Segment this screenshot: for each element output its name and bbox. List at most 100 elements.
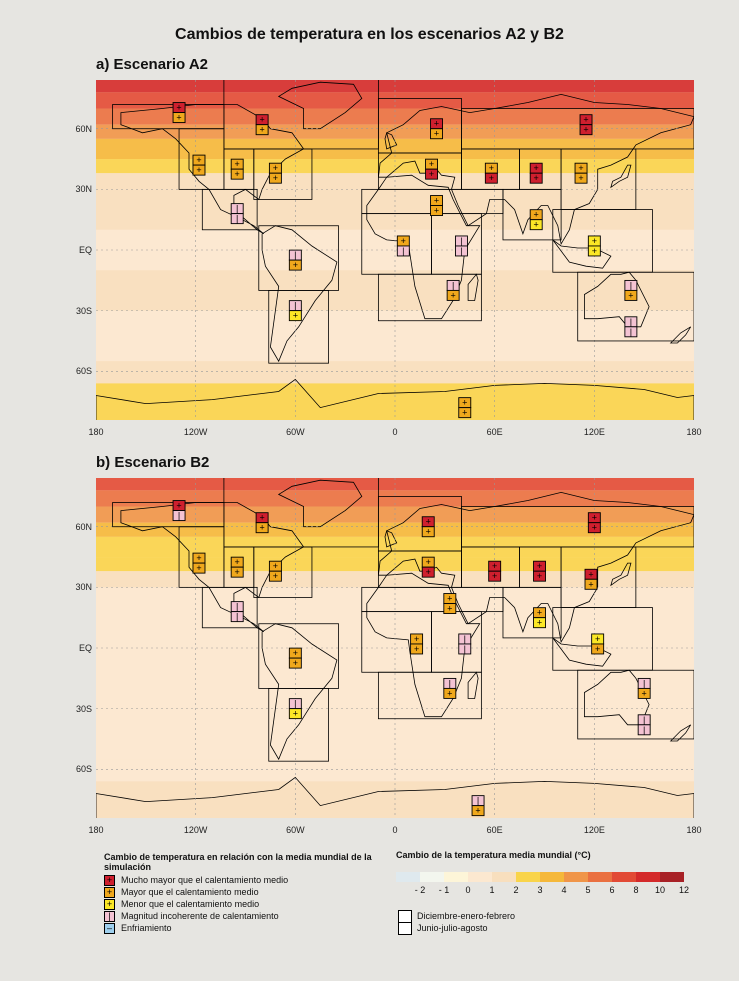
- x-tick-label: 180: [88, 825, 104, 835]
- region-box: [201, 188, 258, 231]
- indicator-symbol: +: [235, 169, 240, 179]
- indicator-jja: [587, 245, 601, 257]
- region-indicator: ++: [579, 114, 593, 136]
- indicator-jja: [443, 603, 457, 614]
- indicator-symbol: +: [293, 311, 298, 321]
- indicator-symbol: |: [236, 204, 238, 214]
- region-box: [461, 108, 694, 150]
- indicator-symbol: +: [583, 115, 588, 125]
- indicator-symbol: +: [475, 806, 480, 816]
- legend-item: + Menor que el calentamiento medio: [104, 898, 374, 910]
- colorbar-swatch: [588, 872, 612, 882]
- indicator-symbol: +: [426, 517, 431, 527]
- region-indicator: ++: [533, 607, 546, 629]
- indicator-jja: [454, 245, 468, 257]
- region-indicator: ++: [458, 397, 472, 419]
- region-indicator: ++: [488, 560, 502, 582]
- indicator-symbol: +: [235, 557, 240, 567]
- y-tick-label: 30S: [75, 703, 92, 714]
- indicator-symbol: +: [642, 688, 647, 698]
- indicator-jja: [288, 310, 302, 322]
- indicator-symbol: +: [592, 236, 597, 246]
- indicator-jja: [471, 805, 485, 817]
- region-indicator: ||: [458, 633, 472, 655]
- indicator-jja: [230, 566, 244, 578]
- indicator-symbol: +: [196, 155, 201, 165]
- region-box: [201, 586, 258, 629]
- indicator-symbol: +: [595, 634, 600, 644]
- colorbar-tick-label: 12: [678, 885, 690, 895]
- indicator-jja: [421, 526, 435, 538]
- indicator-jja: [421, 566, 435, 578]
- indicator-jja: [637, 724, 651, 736]
- colorbar-swatch: [396, 872, 420, 882]
- indicator-symbol: |: [452, 280, 454, 290]
- region-indicator: ++: [529, 209, 543, 231]
- indicator-jja: [255, 124, 269, 136]
- indicator-symbol: +: [414, 634, 419, 644]
- indicator-jja: [230, 168, 244, 180]
- indicator-jja: [624, 289, 638, 301]
- region-indicator: ++: [192, 552, 206, 574]
- indicator-symbol: +: [588, 579, 593, 589]
- region-indicator: ++: [587, 235, 601, 257]
- indicator-symbol: +: [447, 594, 452, 604]
- indicator-jja: [574, 172, 588, 184]
- region-indicator: ++: [533, 560, 546, 582]
- indicator-symbol: +: [534, 210, 539, 220]
- region-indicator: ++: [484, 162, 498, 184]
- x-tick-label: 0: [392, 427, 398, 437]
- x-tick-label: 60W: [286, 427, 305, 437]
- indicator-symbol: |: [630, 327, 632, 337]
- indicator-symbol: |: [236, 602, 238, 612]
- indicator-symbol: +: [259, 513, 264, 523]
- coastline-australia: [584, 669, 650, 726]
- indicator-symbol: +: [583, 125, 588, 135]
- colorbar: [396, 872, 716, 882]
- indicator-symbol: |: [460, 236, 462, 246]
- region-indicator: ++: [230, 556, 244, 578]
- region-box: [377, 273, 482, 322]
- colorbar-tick-label: 0: [465, 885, 471, 895]
- legend-label: Enfriamiento: [121, 923, 172, 933]
- indicator-jja: [425, 168, 438, 180]
- y-tick-label: EQ: [78, 643, 92, 653]
- indicator-symbol: |: [630, 280, 632, 290]
- indicator-symbol: |: [643, 678, 645, 688]
- indicator-symbol: +: [273, 561, 278, 571]
- region-box: [502, 188, 562, 241]
- coastline-greenland: [277, 479, 363, 528]
- indicator-symbol: +: [176, 103, 181, 113]
- coastline-japan: [610, 562, 632, 587]
- x-tick-label: 180: [686, 427, 702, 437]
- indicator-symbol: +: [176, 501, 181, 511]
- coastline-indonesia: [552, 637, 612, 667]
- indicator-jja: [430, 205, 443, 216]
- indicator-symbol: +: [578, 163, 583, 173]
- legend-item: – Enfriamiento: [104, 922, 374, 934]
- indicator-symbol: |: [294, 301, 296, 311]
- region-indicator: ++: [425, 158, 438, 180]
- colorbar-swatch: [420, 872, 444, 882]
- region-indicator: ||: [637, 714, 651, 736]
- indicator-symbol: +: [451, 290, 456, 300]
- region-indicator: ++: [587, 512, 601, 534]
- y-tick-label: 60N: [75, 521, 92, 532]
- indicator-jja: [192, 164, 206, 176]
- indicator-jja: [288, 259, 302, 271]
- season-swatch-jja: [398, 921, 412, 935]
- indicator-symbol: +: [592, 523, 597, 533]
- indicator-jja: [192, 562, 206, 574]
- symbol-legend: Cambio de temperatura en relación con la…: [104, 852, 374, 934]
- y-tick-label: 60S: [75, 366, 92, 377]
- region-indicator: ++: [288, 647, 302, 669]
- colorbar-tick-label: 8: [633, 885, 639, 895]
- x-tick-label: 60E: [486, 825, 503, 835]
- indicator-symbol: +: [426, 567, 431, 577]
- coastline-madagascar: [467, 671, 479, 699]
- indicator-jja: [484, 172, 498, 184]
- indicator-symbol: +: [578, 173, 583, 183]
- legend-swatch: –: [104, 922, 115, 934]
- y-tick-label: EQ: [78, 245, 92, 255]
- indicator-symbol: +: [628, 290, 633, 300]
